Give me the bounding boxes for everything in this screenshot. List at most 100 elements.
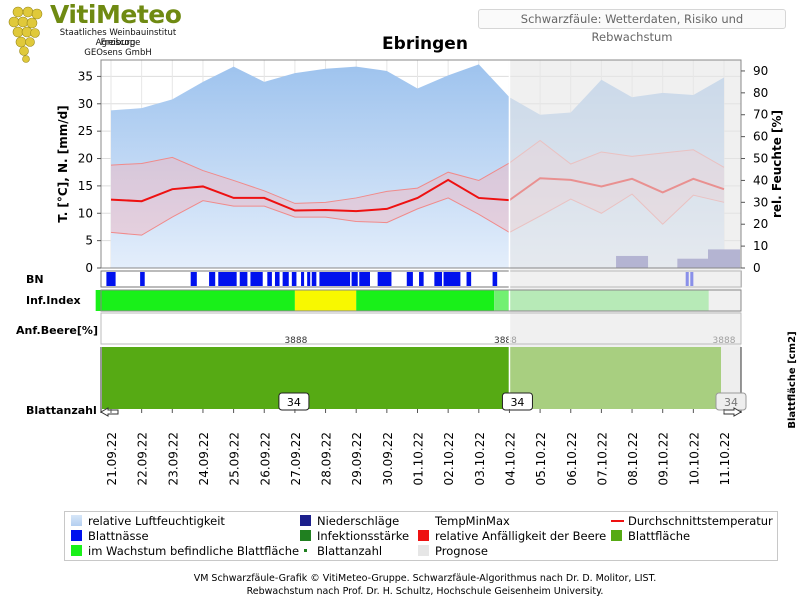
inf-row-label: Inf.Index [26,294,81,307]
credits-line-1: VM Schwarzfäule-Grafik © VitiMeteo-Grupp… [193,573,657,584]
bn-row-label: BN [26,273,44,286]
date-tick-label: 29.09.22 [350,432,364,485]
date-tick-label: 22.09.22 [136,432,150,485]
blattnaesse-segment [106,272,116,286]
blattnaesse-segment [419,272,424,286]
legend-label: Blattanzahl [317,544,383,558]
inf-row-frame [100,289,742,312]
right-axis-tick-label: 80 [753,86,768,100]
date-tick-label: 05.10.22 [534,432,548,485]
right-axis-tick-label: 60 [753,130,768,144]
infection-index-segment [294,290,357,311]
blattnaesse-segment [359,272,370,286]
blattanzahl-row-label: Blattanzahl [26,404,97,417]
legend-swatch [418,530,429,541]
blattnaesse-segment [291,272,297,286]
date-tick-label: 10.10.22 [687,432,701,485]
blattnaesse-segment [351,272,358,286]
legend-swatch [611,530,622,541]
blattnaesse-segment [311,272,317,286]
beere-row-frame [100,312,742,345]
blattnaesse-segment [466,272,472,286]
logo-line-geosens: GEOsens GmbH [84,48,152,58]
right-axis-tick-label: 30 [753,195,768,209]
chart-subtitle: Schwarzfäule: Wetterdaten, Risiko und Re… [478,9,786,44]
legend-swatch [300,515,311,526]
date-tick-label: 09.10.22 [657,432,671,485]
blattnaesse-segment [492,272,498,286]
logo-line-institute: Staatliches Weinbauinstitut Freiburg [59,28,177,48]
date-tick-label: 25.09.22 [228,432,242,485]
date-tick-label: 01.10.22 [412,432,426,485]
right-axis-tick-label: 50 [753,152,768,166]
right-axis-title: rel. Feuchte [%] [770,110,784,218]
legend-swatch [71,515,82,526]
date-tick-label: 28.09.22 [320,432,334,485]
date-tick-label: 21.09.22 [105,432,119,485]
left-axis-tick-label: 10 [78,206,93,220]
station-title: Ebringen [382,34,468,54]
blattnaesse-segment [434,272,443,286]
left-axis-tick-label: 15 [78,179,93,193]
blattnaesse-segment [250,272,263,286]
legend: relative Luftfeuchtigkeit Niederschläge … [64,511,778,561]
date-tick-label: 26.09.22 [258,432,272,485]
legend-label: Niederschläge [317,514,400,528]
left-axis-tick-label: 20 [78,152,93,166]
date-tick-label: 07.10.22 [595,432,609,485]
logo-title: VitiMeteo [50,0,182,29]
credits-line-2: Rebwachstum nach Prof. Dr. H. Schultz, H… [246,586,604,597]
blattanzahl-value: 34 [510,396,524,409]
blattnaesse-segment [443,272,461,286]
date-tick-label: 24.09.22 [197,432,211,485]
legend-label: relative Luftfeuchtigkeit [88,514,225,528]
blattnaesse-segment [140,272,145,286]
date-tick-label: 30.09.22 [381,432,395,485]
grape-icon [8,6,43,63]
legend-swatch [71,530,82,541]
right-axis-tick-label: 90 [753,64,768,78]
blattanzahl-value: 34 [724,396,738,409]
infection-index-segment [95,290,295,311]
legend-swatch [71,545,82,556]
beere-value-label: 3888 [284,336,307,346]
blattnaesse-segment [319,272,351,286]
blattnaesse-segment [282,272,289,286]
left-axis-tick-label: 30 [78,97,93,111]
date-tick-label: 27.09.22 [289,432,303,485]
blattnaesse-segment [239,272,248,286]
right-axis-tick-label: 70 [753,108,768,122]
blattanzahl-value: 34 [287,396,301,409]
legend-swatch-dot [304,549,307,552]
arrow-left-icon [99,407,119,417]
blattnaesse-segment [218,272,237,286]
left-axis-tick-label: 0 [85,261,93,275]
date-tick-label: 08.10.22 [626,432,640,485]
blattnaesse-segment [406,272,413,286]
blattflaeche-axis-title: Blattfläche [cm2] [787,331,798,428]
logo-line-agroscope: Agroscope [95,38,141,48]
credits: VM Schwarzfäule-Grafik © VitiMeteo-Grupp… [0,572,800,598]
right-axis-tick-label: 0 [753,261,761,275]
legend-label: Blattnässe [88,529,149,543]
blattnaesse-segment [274,272,280,286]
right-axis-tick-label: 40 [753,173,768,187]
blattnaesse-segment [377,272,392,286]
schwarzfaeule-chart: 3888388838883434340510152025303501020304… [16,59,798,485]
legend-label: TempMinMax [435,514,510,528]
blattnaesse-segment [209,272,216,286]
date-tick-label: 06.10.22 [565,432,579,485]
legend-label: im Wachstum befindliche Blattfläche [88,544,300,558]
date-tick-label: 03.10.22 [473,432,487,485]
date-tick-label: 02.10.22 [442,432,456,485]
vitimeteo-logo: VitiMeteo Staatliches Weinbauinstitut Fr… [6,0,196,64]
right-axis-tick-label: 10 [753,239,768,253]
blattanzahl-badge [501,392,533,411]
blattnaesse-segment [301,272,305,286]
date-tick-label: 23.09.22 [166,432,180,485]
legend-label: Blattfläche [628,529,691,543]
infection-index-segment [356,290,495,311]
left-axis-tick-label: 5 [85,234,93,248]
legend-label: relative Anfälligkeit der Beere [435,529,607,543]
left-axis-tick-label: 25 [78,124,93,138]
